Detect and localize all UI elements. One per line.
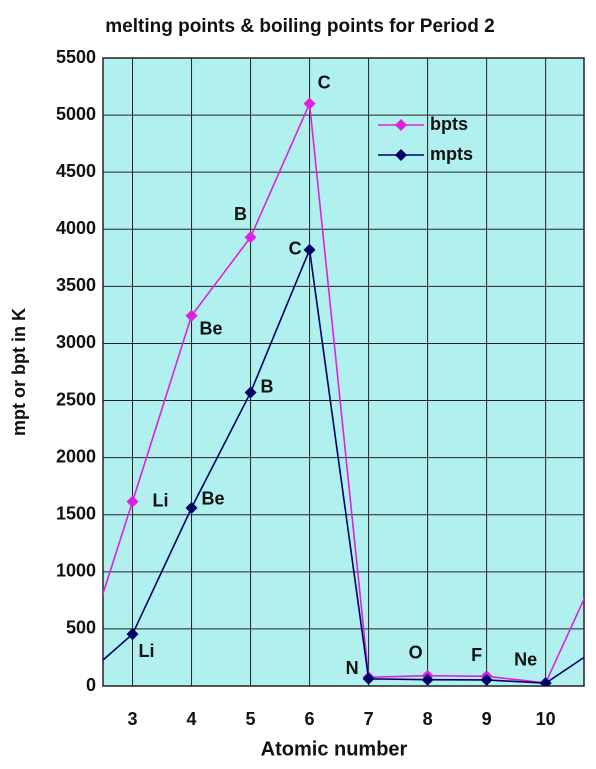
data-point bbox=[126, 495, 139, 508]
data-point bbox=[480, 673, 493, 686]
point-label: C bbox=[289, 239, 302, 259]
data-point bbox=[362, 672, 375, 685]
data-point bbox=[421, 673, 434, 686]
data-point bbox=[67, 680, 79, 692]
x-tick-label: 10 bbox=[536, 709, 556, 729]
y-tick-label: 3500 bbox=[56, 275, 96, 295]
x-tick-label: 4 bbox=[187, 709, 197, 729]
plot-border bbox=[102, 57, 585, 687]
series-line bbox=[103, 100, 584, 684]
y-tick-label: 2500 bbox=[56, 389, 96, 409]
data-point bbox=[67, 680, 79, 692]
y-tick-label: 4500 bbox=[56, 161, 96, 181]
point-label: O bbox=[409, 642, 423, 662]
x-tick-label: 3 bbox=[128, 709, 138, 729]
point-label: Be bbox=[202, 489, 225, 509]
y-tick-label: 3000 bbox=[56, 332, 96, 352]
y-tick-label: 4000 bbox=[56, 218, 96, 238]
point-label: Be bbox=[200, 318, 223, 338]
data-point bbox=[185, 501, 198, 514]
y-tick-label: 5500 bbox=[56, 47, 96, 67]
point-label: B bbox=[261, 376, 274, 396]
data-point bbox=[126, 628, 139, 641]
x-tick-label: 5 bbox=[246, 709, 256, 729]
y-tick-label: 0 bbox=[86, 675, 96, 695]
y-tick-label: 2000 bbox=[56, 446, 96, 466]
data-point bbox=[244, 386, 257, 399]
data-point bbox=[244, 231, 257, 244]
point-label: B bbox=[234, 204, 247, 224]
data-point bbox=[303, 243, 316, 256]
x-tick-label: 8 bbox=[423, 709, 433, 729]
point-label: C bbox=[318, 72, 331, 92]
y-tick-label: 1000 bbox=[56, 561, 96, 581]
data-point bbox=[539, 677, 552, 686]
x-tick-label: 9 bbox=[482, 709, 492, 729]
x-axis-label: Atomic number bbox=[261, 738, 408, 760]
y-tick-label: 5000 bbox=[56, 104, 96, 124]
point-label: Ne bbox=[514, 650, 537, 670]
x-tick-label: 6 bbox=[305, 709, 315, 729]
legend-label: mpts bbox=[430, 144, 473, 164]
x-tick-label: 7 bbox=[364, 709, 374, 729]
y-axis-label: mpt or bpt in K bbox=[9, 308, 29, 436]
point-label: F bbox=[471, 645, 482, 665]
legend-label: bpts bbox=[430, 114, 468, 134]
y-tick-label: 500 bbox=[66, 618, 96, 638]
y-tick-label: 1500 bbox=[56, 503, 96, 523]
point-label: N bbox=[346, 658, 359, 678]
legend-marker bbox=[395, 149, 407, 161]
series-line bbox=[103, 246, 584, 684]
legend-marker bbox=[395, 119, 407, 131]
data-point bbox=[185, 309, 198, 322]
plot-area bbox=[103, 58, 584, 686]
data-point bbox=[303, 97, 316, 110]
point-label: Li bbox=[139, 641, 155, 661]
point-label: Li bbox=[153, 490, 169, 510]
plot-layer bbox=[67, 97, 584, 692]
chart-title: melting points & boiling points for Peri… bbox=[105, 16, 495, 37]
